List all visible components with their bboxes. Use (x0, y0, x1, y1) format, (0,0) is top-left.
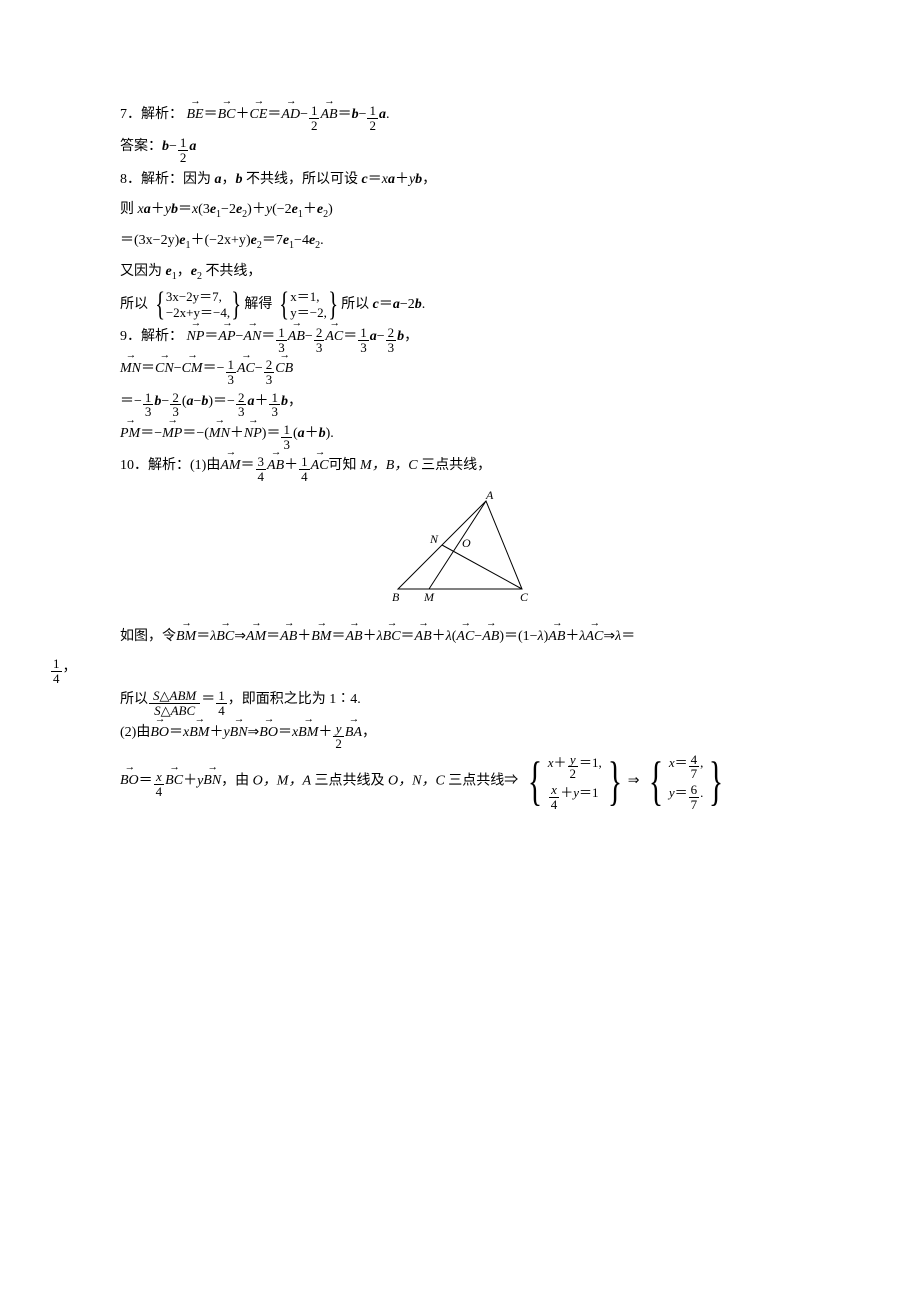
svg-text:B: B (392, 590, 400, 604)
q8-line1: 8．解析：因为 a，b 不共线，所以可设 c＝xa＋yb， (120, 165, 800, 196)
q10-num: 10． (120, 458, 148, 473)
q10-line3: 所以S△ABMS△ABC＝14，即面积之比为 1∶4. (120, 685, 800, 718)
frac-half: 12 (309, 104, 320, 132)
final-system: { x＋y2＝1, x4＋y＝1 } (522, 751, 628, 812)
q10-line5: BO＝x4BC＋yBN，由 O，M，A 三点共线及 O，N，C 三点共线⇒ { … (120, 751, 800, 812)
q7-answer: 答案：b−12a (120, 132, 800, 164)
svg-text:A: A (485, 489, 494, 502)
q8-line4: 又因为 e1，e2 不共线， (120, 257, 800, 288)
vec-CE: CE (250, 100, 268, 131)
triangle-svg: A B C M N O (380, 489, 540, 607)
q10-line1: 10．解析：(1)由AM＝34AB＋14AC可知 M，B，C 三点共线， (120, 451, 800, 483)
q10-line2: 如图，令BM＝λBC⇒AM＝AB＋BM＝AB＋λBC＝AB＋λ(AC−AB)＝(… (120, 622, 800, 653)
svg-text:O: O (462, 536, 471, 550)
q9-num: 9． (120, 329, 141, 344)
page: 7．解析： BE＝BC＋CE＝AD−12AB＝b−12a. 答案：b−12a 8… (0, 0, 920, 811)
final-solution: { x＝47, y＝67. } (643, 751, 729, 812)
svg-text:C: C (520, 590, 529, 604)
svg-text:M: M (423, 590, 435, 604)
triangle-figure: A B C M N O (120, 489, 800, 620)
q8-line2: 则 xa＋yb＝x(3e1−2e2)＋y(−2e1＋e2) (120, 195, 800, 226)
q10-line2b: 14， (50, 653, 800, 685)
q7-num: 7． (120, 107, 141, 122)
q8-line3: ＝(3x−2y)e1＋(−2x+y)e2＝7e1−4e2. (120, 226, 800, 257)
q9-line1: 9．解析： NP＝AP−AN＝13AB−23AC＝13a−23b， (120, 322, 800, 354)
vec-AD: AD (281, 100, 300, 131)
vec-BE: BE (187, 100, 204, 131)
vec-BC: BC (218, 100, 236, 131)
q8-num: 8． (120, 172, 141, 187)
svg-text:N: N (429, 532, 439, 546)
q10-line4: (2)由BO＝xBM＋yBN⇒BO＝xBM＋y2BA， (120, 718, 800, 750)
q9-line2: MN＝CN−CM＝−13AC−23CB (120, 354, 800, 386)
vec-AB: AB (320, 100, 337, 131)
q7-line1: 7．解析： BE＝BC＋CE＝AD−12AB＝b−12a. (120, 100, 800, 132)
